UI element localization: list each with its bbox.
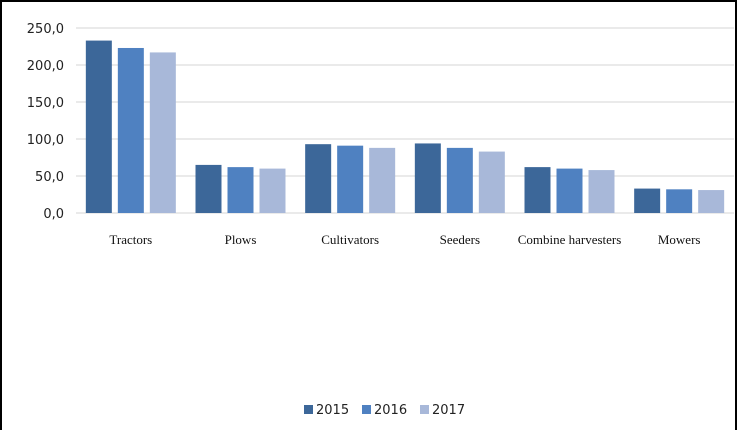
y-tick-label: 100,0 [27,133,64,148]
x-tick-label: Plows [225,232,257,247]
legend-label: 2016 [374,403,407,418]
bar [666,189,693,213]
gridlines [76,27,734,214]
bar [337,145,364,213]
x-axis-labels: Tractors Plows Cultivators Seeders Combine h… [109,232,700,247]
bar [85,40,112,213]
bar [698,190,725,213]
legend-label: 2015 [316,403,349,418]
y-tick-label: 200,0 [27,59,64,74]
bar [117,47,144,214]
bar [414,143,441,213]
bar [588,170,615,213]
legend-swatch [304,405,313,414]
y-tick-label: 150,0 [27,96,64,111]
bar [369,147,396,213]
y-tick-label: 0,0 [43,207,64,222]
x-tick-label: Tractors [109,232,152,247]
legend-swatch [362,405,371,414]
bar [149,52,176,213]
x-tick-label: Mowers [658,232,701,247]
bars [85,40,725,214]
y-tick-label: 50,0 [35,170,64,185]
bar [305,144,332,213]
bar [227,167,254,213]
y-tick-label: 250,0 [27,22,64,37]
legend: 2015 2016 2017 [304,403,465,418]
legend-label: 2017 [432,403,465,418]
x-tick-label: Combine harvesters [518,232,622,247]
y-axis: 0,0 50,0 100,0 150,0 200,0 250,0 [27,22,64,222]
bar [556,168,583,213]
bar [195,164,222,213]
x-tick-label: Cultivators [321,232,379,247]
bar [446,147,473,213]
bar [634,188,661,213]
bar [524,167,551,213]
bar [259,168,286,213]
x-tick-label: Seeders [440,232,480,247]
bar [478,151,505,213]
legend-swatch [420,405,429,414]
